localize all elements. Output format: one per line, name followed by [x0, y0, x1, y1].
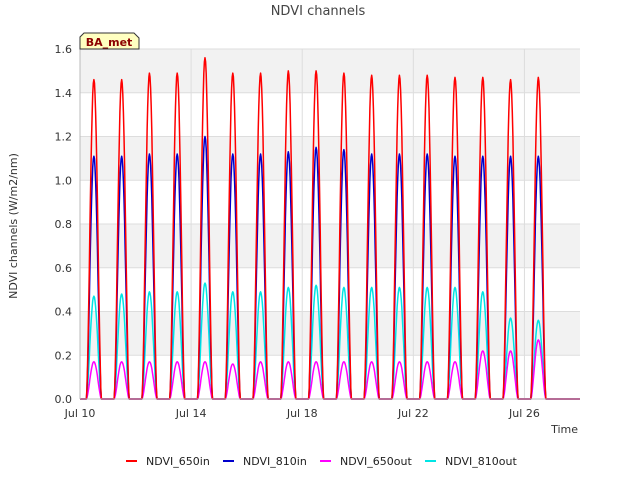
y-tick-label: 0.4	[55, 306, 73, 319]
badge-text: BA_met	[86, 36, 133, 49]
legend-label: NDVI_650in	[146, 455, 210, 468]
y-tick-label: 1.2	[55, 131, 73, 144]
grid-band	[80, 224, 580, 268]
y-axis-label: NDVI channels (W/m2/nm)	[7, 153, 20, 299]
x-tick-label: Jul 22	[397, 407, 429, 420]
grid-band	[80, 49, 580, 93]
series-line-ndvi-810out	[80, 282, 580, 400]
legend: NDVI_650in NDVI_810in NDVI_650out NDVI_810o…	[126, 455, 517, 468]
x-tick-label: Jul 14	[175, 407, 207, 420]
grid-band	[80, 311, 580, 356]
y-tick-label: 0.0	[55, 393, 73, 406]
legend-label: NDVI_810out	[445, 455, 517, 468]
chart-title: NDVI channels	[271, 4, 366, 19]
y-tick-label: 1.6	[55, 43, 73, 56]
badge-box	[79, 32, 140, 50]
y-tick-label: 0.6	[55, 262, 73, 275]
axes	[79, 49, 580, 400]
series-line-ndvi-650out	[80, 339, 580, 400]
y-tick-label: 1.4	[55, 87, 73, 100]
x-tick-label: Jul 26	[508, 407, 540, 420]
x-axis-label: Time	[550, 423, 578, 436]
y-tick-label: 1.0	[55, 174, 73, 187]
legend-label: NDVI_650out	[340, 455, 412, 468]
grid-band	[80, 136, 580, 181]
x-tick-label: Jul 10	[64, 407, 96, 420]
y-ticks: 0.0 0.2 0.4 0.6 0.8 1.0 1.2 1.4 1.6	[55, 43, 73, 406]
y-tick-label: 0.2	[55, 349, 73, 362]
legend-label: NDVI_810in	[243, 455, 307, 468]
x-ticks: Jul 10 Jul 14 Jul 18 Jul 22 Jul 26	[64, 407, 540, 420]
y-tick-label: 0.8	[55, 218, 73, 231]
series-layer	[80, 57, 580, 400]
x-tick-label: Jul 18	[286, 407, 318, 420]
series-line-ndvi-650in	[80, 57, 580, 400]
badge: BA_met	[79, 32, 140, 50]
